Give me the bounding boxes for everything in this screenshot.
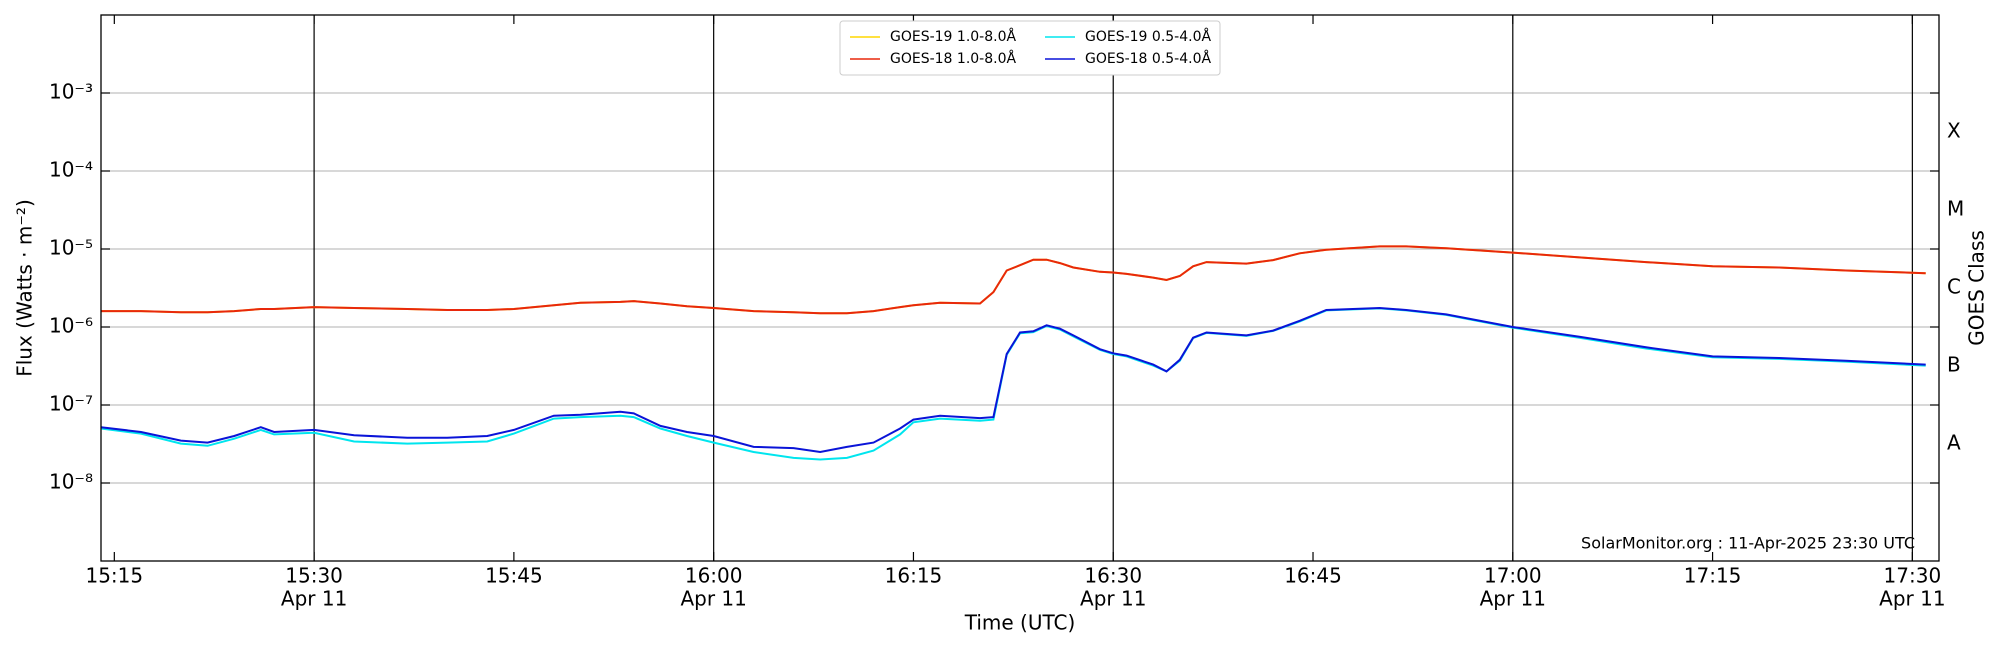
series-line: [101, 245, 1926, 315]
y2-tick-label: A: [1947, 431, 1961, 455]
x-tick-label: 15:45: [485, 564, 543, 588]
legend-label: GOES-18 0.5-4.0Å: [1085, 50, 1211, 67]
y2-axis-label: GOES Class: [1965, 230, 1989, 346]
series-line: [100, 306, 1926, 454]
y-tick-label: 10⁻⁴: [49, 158, 93, 182]
x-tick-label: 16:15: [885, 564, 943, 588]
x-tick-date: Apr 11: [680, 587, 746, 611]
x-tick-label: 17:15: [1684, 564, 1742, 588]
plot-frame: [100, 14, 1940, 562]
legend-label: GOES-19 1.0-8.0Å: [890, 28, 1016, 45]
x-tick-date: Apr 11: [1080, 587, 1146, 611]
x-tick-label: 17:30: [1884, 564, 1942, 588]
y2-tick-label: C: [1947, 275, 1961, 299]
x-tick-date: Apr 11: [1879, 587, 1945, 611]
legend-box: [839, 20, 1221, 76]
y-tick-label: 10⁻⁸: [49, 470, 93, 494]
y2-tick-label: X: [1947, 119, 1961, 143]
y-tick-label: 10⁻⁵: [49, 236, 93, 260]
y2-tick-label: B: [1947, 353, 1961, 377]
y-tick-label: 10⁻⁷: [49, 392, 93, 416]
x-tick-label: 16:30: [1084, 564, 1142, 588]
annotation: SolarMonitor.org : 11-Apr-2025 23:30 UTC: [1581, 534, 1915, 553]
y-tick-label: 10⁻³: [49, 80, 93, 104]
legend-label: GOES-19 0.5-4.0Å: [1085, 28, 1211, 45]
series-line: [101, 245, 1926, 315]
y2-tick-label: M: [1947, 197, 1964, 221]
x-tick-date: Apr 11: [281, 587, 347, 611]
y-tick-label: 10⁻⁶: [49, 314, 93, 338]
x-tick-label: 15:30: [285, 564, 343, 588]
legend-label: GOES-18 1.0-8.0Å: [890, 50, 1016, 67]
y-axis-label: Flux (Watts · m⁻²): [13, 199, 37, 377]
x-tick-label: 15:15: [85, 564, 143, 588]
x-tick-label: 16:00: [685, 564, 743, 588]
x-axis-label: Time (UTC): [964, 611, 1076, 635]
x-tick-date: Apr 11: [1480, 587, 1546, 611]
x-tick-label: 17:00: [1484, 564, 1542, 588]
x-tick-label: 16:45: [1284, 564, 1342, 588]
